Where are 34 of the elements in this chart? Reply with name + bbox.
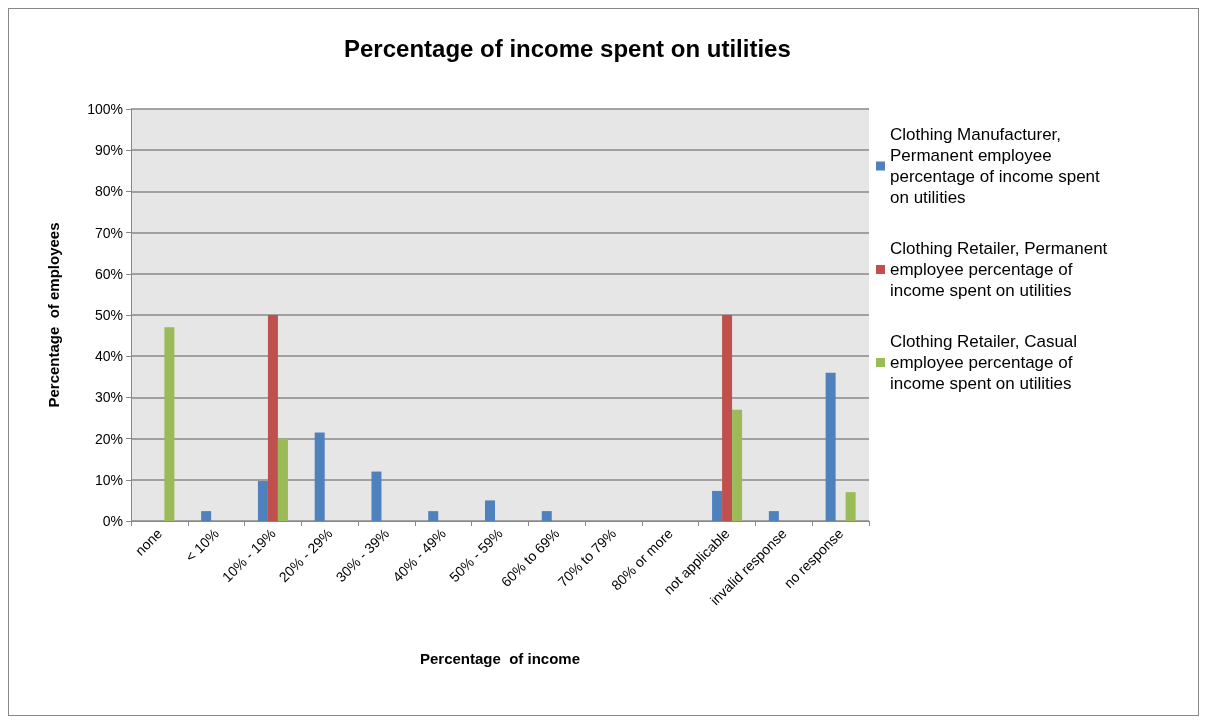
y-tick-label: 30% xyxy=(94,389,123,406)
y-tick-label: 100% xyxy=(87,101,123,117)
y-tick-label: 50% xyxy=(94,307,123,323)
y-axis-title: Percentage of employees xyxy=(45,222,62,408)
y-tick-label: 70% xyxy=(94,224,123,241)
bar xyxy=(164,327,175,521)
bar xyxy=(267,315,278,521)
bar xyxy=(257,481,268,521)
y-tick-label: 20% xyxy=(94,430,123,447)
bar xyxy=(825,372,836,521)
legend-label: Clothing Retailer, Permanent employee percentage of income spent on utilities xyxy=(890,239,1108,300)
legend-label: Clothing Retailer, Casual employee percentage of income spent on utilities xyxy=(890,332,1078,393)
y-tick-label: 40% xyxy=(94,348,123,365)
x-axis-title: Percentage of income xyxy=(419,650,581,667)
bar xyxy=(371,471,382,521)
x-tick-label: 40% - 49% xyxy=(389,525,449,586)
bar xyxy=(428,511,439,521)
bar xyxy=(845,492,856,521)
bar xyxy=(277,438,288,521)
y-tick-label: 60% xyxy=(94,265,123,282)
bar xyxy=(541,511,552,521)
bar xyxy=(201,511,212,521)
bar xyxy=(732,409,743,521)
legend-label: Clothing Manufacturer, Permanent employee percentage of income spent on utilities xyxy=(890,125,1101,207)
y-tick-label: 0% xyxy=(102,513,123,529)
chart-title: Percentage of income spent on utilities xyxy=(344,34,791,62)
y-tick-label: 90% xyxy=(94,142,123,159)
bar xyxy=(314,432,325,521)
y-tick-label: 80% xyxy=(94,183,123,200)
bar xyxy=(485,500,495,521)
bar xyxy=(712,490,723,521)
bar xyxy=(768,511,779,521)
bar xyxy=(722,315,733,521)
y-tick-label: 10% xyxy=(94,471,123,488)
